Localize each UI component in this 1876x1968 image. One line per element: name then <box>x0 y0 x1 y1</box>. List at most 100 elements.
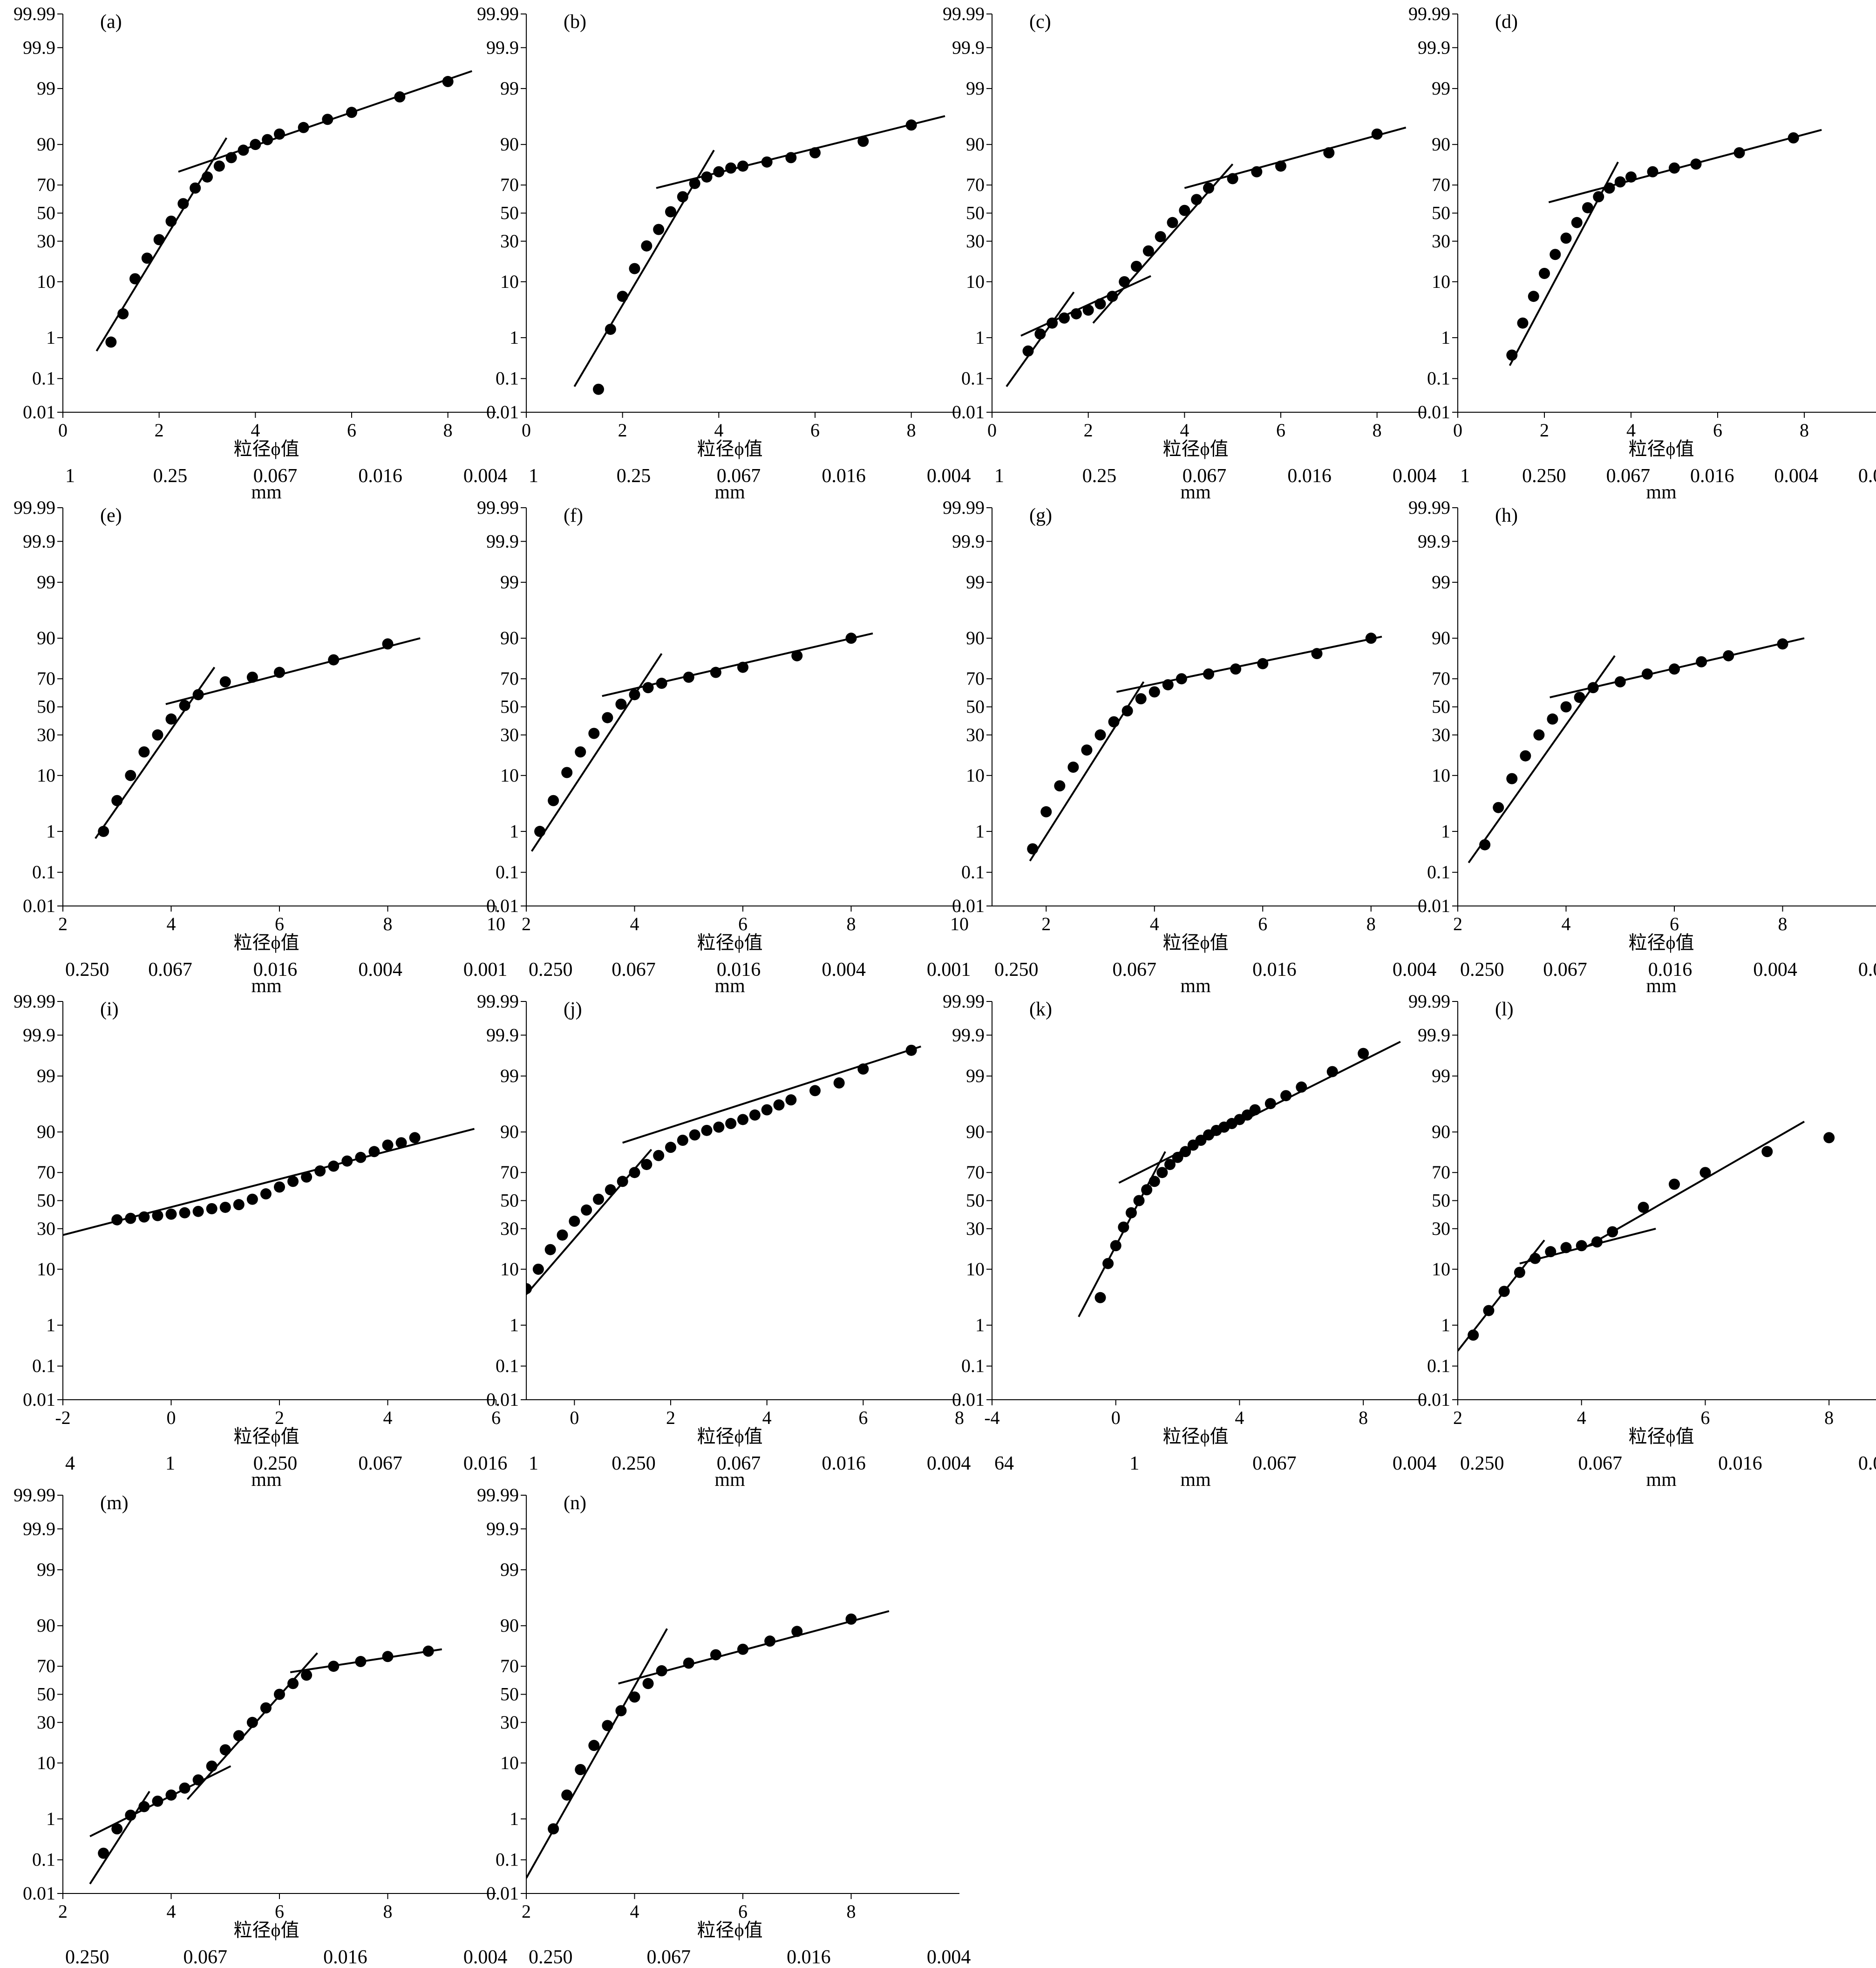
y-tick-label: 99.9 <box>23 37 55 58</box>
data-point <box>233 1199 245 1211</box>
data-point <box>1162 679 1174 691</box>
mm-tick-label: 0.016 <box>822 1453 866 1474</box>
mm-tick-label: 0.016 <box>358 465 402 487</box>
panel-e: 0.01 0.1 1 10 30 50 70 90 99 99.9 99.99 2 4 6 8 10 粒径ϕ值 0… <box>14 497 507 997</box>
panel-label: (c) <box>1029 11 1051 33</box>
data-point <box>246 671 258 683</box>
y-tick-label: 1 <box>46 821 55 842</box>
x-tick-label: 8 <box>907 420 916 441</box>
data-point <box>260 1702 272 1714</box>
y-tick-label: 70 <box>500 668 519 689</box>
data-point <box>809 147 821 159</box>
data-point <box>1647 166 1658 177</box>
mm-unit-label: mm <box>1180 975 1211 997</box>
data-point <box>1576 1240 1587 1252</box>
data-point <box>710 1649 721 1661</box>
y-tick-label: 50 <box>500 203 519 224</box>
data-point <box>111 1214 123 1226</box>
data-point <box>905 1044 917 1056</box>
mm-tick-label: 0.004 <box>358 959 402 981</box>
plot-area <box>1506 129 1822 366</box>
x-axis-title: 粒径ϕ值 <box>234 932 299 953</box>
data-point <box>1823 1132 1835 1144</box>
mm-tick-label: 0.067 <box>1252 1453 1297 1474</box>
data-point <box>382 638 394 650</box>
x-axis-title: 粒径ϕ值 <box>1629 438 1694 459</box>
data-point <box>1358 1048 1369 1059</box>
plot-area <box>526 1610 890 1879</box>
data-point <box>219 676 231 688</box>
mm-tick-label: 0.250 <box>65 1947 109 1968</box>
data-point <box>653 1150 665 1161</box>
y-tick-label: 70 <box>1432 174 1450 195</box>
data-point <box>1119 276 1130 287</box>
data-point <box>152 729 163 741</box>
data-point <box>701 171 713 183</box>
data-point <box>656 677 667 689</box>
mm-tick-label: 0.016 <box>1287 465 1332 487</box>
data-point <box>593 1193 604 1205</box>
data-point <box>737 160 748 172</box>
data-point <box>1614 176 1626 188</box>
mm-tick-label: 0.004 <box>927 1453 971 1474</box>
y-tick-label: 30 <box>500 231 519 252</box>
data-point <box>1227 173 1238 184</box>
data-point <box>1641 668 1653 680</box>
panel-b: 0.01 0.1 1 10 30 50 70 90 99 99.9 99.99 0 2 4 6 8 粒径ϕ值 1 0… <box>477 3 971 503</box>
data-point <box>179 700 190 711</box>
x-tick-label: 4 <box>1562 913 1571 934</box>
data-point <box>141 252 153 264</box>
data-point <box>845 633 857 644</box>
mm-tick-label: 0.004 <box>1858 1453 1876 1474</box>
y-tick-label: 70 <box>966 668 985 689</box>
data-point <box>665 1142 676 1153</box>
y-tick-label: 30 <box>37 231 55 252</box>
data-point <box>1323 147 1335 159</box>
mm-tick-label: 0.001 <box>1858 465 1876 487</box>
y-tick-label: 0.01 <box>23 895 55 916</box>
y-tick-label: 70 <box>966 1162 985 1183</box>
mm-unit-label: mm <box>1646 482 1677 503</box>
mm-tick-label: 0.004 <box>1393 1453 1437 1474</box>
plot-area <box>63 1128 475 1236</box>
data-point <box>1733 147 1745 159</box>
mm-unit-label: mm <box>714 1469 745 1491</box>
data-point <box>569 1215 580 1227</box>
x-tick-label: 6 <box>1276 420 1285 441</box>
panel-label: (h) <box>1495 505 1518 526</box>
y-tick-label: 99.99 <box>14 1485 55 1505</box>
data-point <box>1107 291 1118 302</box>
x-tick-label: -2 <box>55 1407 70 1428</box>
mm-unit-label: mm <box>1180 482 1211 503</box>
y-tick-label: 90 <box>500 1121 519 1142</box>
y-tick-label: 99 <box>500 572 519 592</box>
data-point <box>394 91 406 103</box>
y-tick-label: 30 <box>500 724 519 745</box>
data-point <box>206 1760 218 1772</box>
y-tick-label: 99 <box>37 1065 55 1086</box>
data-point <box>548 1823 559 1835</box>
mm-tick-label: 0.004 <box>1774 465 1818 487</box>
y-tick-label: 0.01 <box>23 1883 55 1904</box>
data-point <box>111 795 123 806</box>
data-point <box>749 1109 761 1121</box>
x-tick-label: 8 <box>443 420 453 441</box>
y-tick-label: 99.99 <box>1408 3 1450 24</box>
y-tick-label: 10 <box>966 765 985 786</box>
panel-label: (f) <box>564 505 583 526</box>
data-point <box>785 1094 797 1106</box>
y-tick-label: 10 <box>1432 271 1450 292</box>
y-tick-label: 0.1 <box>961 368 985 389</box>
data-point <box>1326 1066 1338 1077</box>
y-tick-label: 10 <box>500 1259 519 1280</box>
data-point <box>1251 166 1263 177</box>
y-tick-label: 99 <box>1432 572 1450 592</box>
y-tick-label: 0.01 <box>1418 402 1450 422</box>
y-tick-label: 30 <box>966 1218 985 1239</box>
data-point <box>1275 160 1286 172</box>
y-tick-label: 90 <box>966 134 985 155</box>
data-point <box>1094 298 1106 310</box>
y-tick-label: 30 <box>500 1712 519 1733</box>
data-point <box>737 1643 748 1655</box>
y-tick-label: 1 <box>46 1808 55 1829</box>
